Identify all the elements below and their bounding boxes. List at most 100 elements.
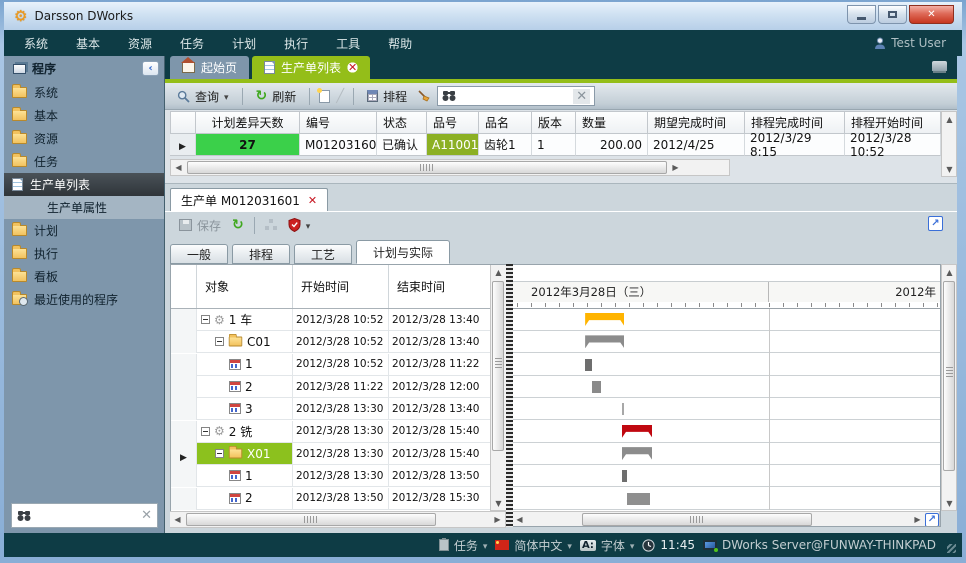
tab-active[interactable]: 生产单列表 ✕ bbox=[252, 56, 371, 79]
grid-header-cell[interactable]: 排程开始时间 bbox=[845, 111, 941, 134]
tab-close-icon[interactable]: ✕ bbox=[347, 61, 359, 74]
grid-data-row[interactable]: 27M012031601已确认A11001齿轮11200.002012/4/25… bbox=[170, 131, 941, 159]
tab-inactive[interactable]: 起始页 bbox=[170, 56, 250, 79]
sidebar-collapse-button[interactable]: ‹ bbox=[142, 61, 159, 76]
subtab[interactable]: 计划与实际 bbox=[356, 240, 451, 264]
grid-header-cell[interactable]: 版本 bbox=[532, 111, 576, 134]
tree-vertical-scrollbar[interactable]: ▲ ▼ bbox=[490, 265, 506, 511]
gantt-vertical-scrollbar[interactable]: ▲ ▼ bbox=[941, 264, 957, 511]
scroll-left-icon[interactable]: ◀ bbox=[174, 515, 181, 524]
gantt-bar[interactable] bbox=[622, 470, 627, 483]
grid-header-cell[interactable]: 状态 bbox=[377, 111, 427, 134]
new-document-icon[interactable] bbox=[317, 87, 331, 103]
gantt-vscroll-thumb[interactable] bbox=[943, 281, 955, 471]
org-structure-icon[interactable] bbox=[265, 219, 277, 231]
scroll-left-icon[interactable]: ◀ bbox=[516, 515, 523, 524]
sidebar-item[interactable]: 执行 bbox=[4, 242, 164, 265]
scroll-up-icon[interactable]: ▲ bbox=[946, 114, 953, 124]
close-button[interactable]: ✕ bbox=[909, 5, 954, 24]
grid-header-cell[interactable]: 期望完成时间 bbox=[648, 111, 745, 134]
toolbar-search-input[interactable] bbox=[460, 89, 570, 103]
toolbar-search-clear-icon[interactable]: ✕ bbox=[573, 88, 591, 104]
grid-horizontal-scrollbar[interactable]: ◀ ▶ bbox=[170, 159, 730, 176]
sidebar-item[interactable]: 生产单列表 bbox=[4, 173, 164, 196]
tree-row[interactable]: 3 2012/3/28 13:30 2012/3/28 13:40 bbox=[171, 398, 491, 421]
sidebar-item[interactable]: 生产单属性 bbox=[4, 196, 164, 219]
sidebar-item[interactable]: 最近使用的程序 bbox=[4, 288, 164, 311]
broom-icon[interactable] bbox=[417, 89, 431, 103]
menu-item[interactable]: 计划 bbox=[232, 36, 257, 51]
status-font-menu[interactable]: A: 字体 bbox=[579, 537, 634, 554]
tree-expander-icon[interactable] bbox=[215, 449, 224, 459]
scroll-up-icon[interactable]: ▲ bbox=[495, 267, 502, 277]
tree-row[interactable]: 1 2012/3/28 10:52 2012/3/28 11:22 bbox=[171, 353, 491, 376]
tree-vscroll-thumb[interactable] bbox=[492, 281, 504, 451]
gantt-bar[interactable] bbox=[592, 381, 601, 394]
refresh-icon[interactable]: ↻ bbox=[232, 217, 244, 233]
scroll-right-icon[interactable]: ▶ bbox=[672, 163, 679, 172]
open-external-icon[interactable]: ↗ bbox=[928, 216, 943, 231]
scroll-left-icon[interactable]: ◀ bbox=[175, 163, 182, 172]
sidebar-search-clear-icon[interactable]: ✕ bbox=[141, 508, 152, 523]
scroll-right-icon[interactable]: ▶ bbox=[494, 515, 501, 524]
tree-row[interactable]: C01 2012/3/28 10:52 2012/3/28 13:40 bbox=[171, 331, 491, 354]
tree-expander-icon[interactable] bbox=[215, 337, 224, 347]
gantt-bar[interactable] bbox=[622, 447, 652, 460]
sidebar-item[interactable]: 系统 bbox=[4, 81, 164, 104]
menu-item[interactable]: 工具 bbox=[336, 36, 361, 51]
sidebar-item[interactable]: 任务 bbox=[4, 150, 164, 173]
edit-pencil-icon[interactable]: ╱ bbox=[336, 88, 345, 104]
tree-header-cell[interactable]: 对象 bbox=[197, 265, 293, 308]
subtab[interactable]: 一般 bbox=[170, 244, 229, 264]
scroll-down-icon[interactable]: ▼ bbox=[946, 498, 953, 508]
resize-grip[interactable] bbox=[947, 544, 956, 553]
menu-item[interactable]: 系统 bbox=[24, 36, 49, 51]
sidebar-item[interactable]: 基本 bbox=[4, 104, 164, 127]
tree-header-cell[interactable]: 结束时间 bbox=[389, 265, 491, 308]
validate-button[interactable] bbox=[284, 216, 315, 234]
sidebar-search-input[interactable] bbox=[31, 508, 142, 523]
order-document-tab[interactable]: 生产单 M012031601 ✕ bbox=[170, 188, 329, 212]
pin-panel-icon[interactable] bbox=[932, 61, 947, 71]
sidebar-item[interactable]: 资源 bbox=[4, 127, 164, 150]
grid-header-cell[interactable]: 品名 bbox=[479, 111, 532, 134]
gantt-hscroll-thumb[interactable] bbox=[582, 513, 812, 526]
gantt-bar[interactable] bbox=[585, 335, 624, 348]
menu-item[interactable]: 执行 bbox=[284, 36, 309, 51]
subtab[interactable]: 工艺 bbox=[294, 244, 353, 264]
subtab[interactable]: 排程 bbox=[232, 244, 291, 264]
grid-vertical-scrollbar[interactable]: ▲ ▼ bbox=[941, 111, 957, 177]
grid-header-cell[interactable]: 编号 bbox=[300, 111, 377, 134]
close-icon[interactable]: ✕ bbox=[307, 194, 318, 207]
sidebar-item[interactable]: 看板 bbox=[4, 265, 164, 288]
save-button[interactable]: 保存 bbox=[175, 215, 225, 236]
refresh-button[interactable]: ↻ 刷新 bbox=[252, 86, 301, 107]
tree-gantt-splitter[interactable] bbox=[506, 264, 513, 527]
tree-horizontal-scrollbar[interactable]: ◀ ▶ bbox=[170, 511, 506, 528]
grid-header-cell[interactable]: 计划差异天数 bbox=[196, 111, 300, 134]
tree-expander-icon[interactable] bbox=[201, 315, 210, 324]
tree-header-cell[interactable]: 开始时间 bbox=[293, 265, 389, 308]
menu-item[interactable]: 基本 bbox=[76, 36, 101, 51]
grid-header-cell[interactable]: 排程完成时间 bbox=[745, 111, 845, 134]
tree-expander-icon[interactable] bbox=[201, 426, 210, 436]
minimize-button[interactable] bbox=[847, 5, 876, 24]
scroll-up-icon[interactable]: ▲ bbox=[946, 267, 953, 277]
query-button[interactable]: 查询 bbox=[173, 86, 233, 107]
maximize-button[interactable] bbox=[878, 5, 907, 24]
grid-header-cell[interactable]: 品号 bbox=[427, 111, 479, 134]
gantt-bar[interactable] bbox=[622, 403, 625, 416]
schedule-button[interactable]: 排程 bbox=[363, 86, 411, 107]
tree-row[interactable]: 1 2012/3/28 13:30 2012/3/28 13:50 bbox=[171, 465, 491, 488]
scroll-right-icon[interactable]: ▶ bbox=[914, 515, 921, 524]
gantt-bar[interactable] bbox=[585, 358, 593, 371]
scroll-down-icon[interactable]: ▼ bbox=[495, 498, 502, 508]
status-language-menu[interactable]: 简体中文 bbox=[495, 537, 572, 554]
tree-row[interactable]: ⚙ 2 铣 2012/3/28 13:30 2012/3/28 15:40 bbox=[171, 420, 491, 443]
grid-hscroll-thumb[interactable] bbox=[187, 161, 667, 174]
grid-header-cell[interactable]: 数量 bbox=[576, 111, 648, 134]
gantt-horizontal-scrollbar[interactable]: ◀ ▶ ↗ bbox=[513, 511, 940, 526]
tree-row[interactable]: 2 2012/3/28 13:50 2012/3/28 15:30 bbox=[171, 487, 491, 510]
menu-item[interactable]: 资源 bbox=[128, 36, 153, 51]
